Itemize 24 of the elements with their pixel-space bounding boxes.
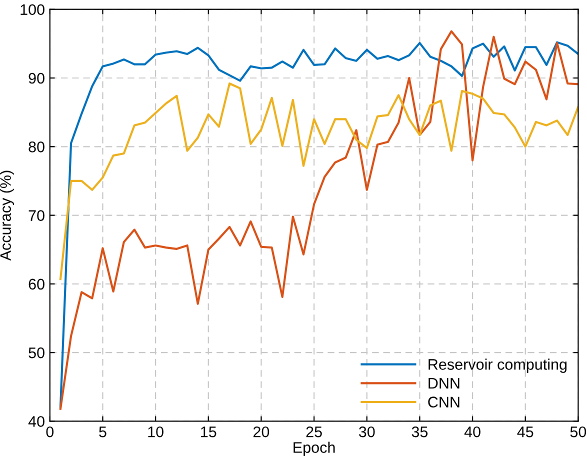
y-tick-label: 80 — [28, 142, 44, 152]
x-tick-label: 15 — [201, 426, 216, 438]
x-tick-label: 35 — [412, 426, 428, 438]
x-tick-label: 20 — [253, 426, 270, 438]
x-tick-label: 5 — [99, 426, 106, 438]
y-tick-label: 60 — [28, 278, 44, 290]
y-tick-label: 50 — [28, 347, 44, 358]
x-tick-label: 25 — [306, 426, 322, 438]
y-tick-label: 70 — [28, 210, 44, 221]
legend-label: Reservoir computing — [428, 358, 567, 373]
legend-label: DNN — [428, 378, 460, 389]
x-tick-label: 30 — [358, 426, 375, 438]
line-series — [59, 82, 578, 280]
x-tick-label: 40 — [464, 426, 480, 438]
x-tick-label: 45 — [517, 426, 534, 438]
y-tick-label: 40 — [28, 416, 44, 427]
y-axis-title: Accuracy (%) — [0, 170, 14, 261]
legend-label: CNN — [428, 396, 460, 408]
x-axis-title: Epoch — [294, 442, 335, 456]
x-tick-label: 0 — [46, 426, 54, 438]
x-tick-label: 10 — [148, 426, 164, 438]
y-tick-label: 100 — [20, 4, 44, 16]
y-tick-label: 90 — [28, 72, 44, 84]
x-tick-label: 50 — [570, 426, 586, 438]
